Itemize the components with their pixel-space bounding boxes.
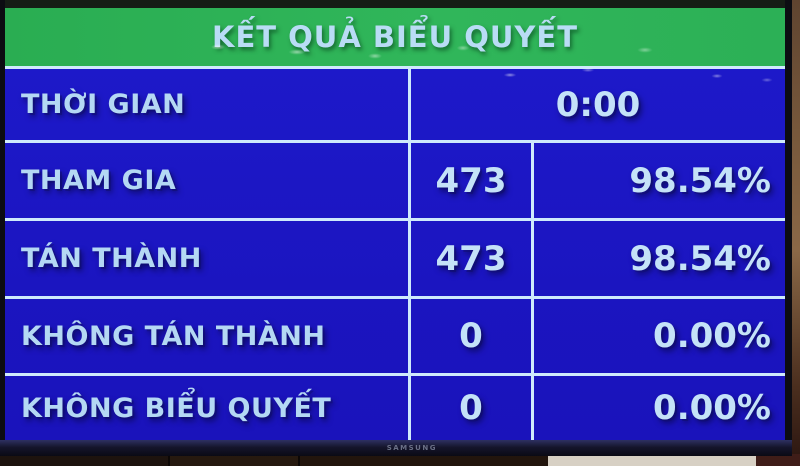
row-percent: 98.54% bbox=[629, 238, 771, 279]
row-percent-cell: 98.54% bbox=[534, 143, 785, 218]
table-row: TÁN THÀNH 473 98.54% bbox=[5, 221, 785, 296]
time-label-cell: THỜI GIAN bbox=[5, 69, 408, 140]
time-value-cell: 0:00 bbox=[411, 69, 785, 140]
row-count: 473 bbox=[435, 238, 507, 279]
row-percent: 0.00% bbox=[653, 316, 771, 356]
row-count-cell: 473 bbox=[411, 221, 531, 296]
background-panel bbox=[300, 454, 548, 466]
row-count-cell: 473 bbox=[411, 143, 531, 218]
row-percent-cell: 0.00% bbox=[534, 299, 785, 373]
background-pillar bbox=[548, 454, 756, 466]
row-count: 0 bbox=[459, 388, 483, 428]
vote-results-screen: KẾT QUẢ BIỂU QUYẾT THỜI GIAN 0:00 TH bbox=[5, 0, 785, 440]
row-percent: 98.54% bbox=[629, 160, 771, 201]
vote-results-table: THỜI GIAN 0:00 THAM GIA 473 bbox=[5, 69, 785, 440]
background-below-tv bbox=[0, 454, 800, 466]
vote-board-header: KẾT QUẢ BIỂU QUYẾT bbox=[5, 8, 785, 66]
table-row: THAM GIA 473 98.54% bbox=[5, 143, 785, 218]
vote-board-title: KẾT QUẢ BIỂU QUYẾT bbox=[211, 20, 579, 54]
row-count: 473 bbox=[435, 160, 507, 201]
background-panel bbox=[170, 454, 300, 466]
row-label: THAM GIA bbox=[21, 165, 177, 196]
table-row: KHÔNG BIỂU QUYẾT 0 0.00% bbox=[5, 376, 785, 440]
time-value: 0:00 bbox=[555, 84, 641, 125]
row-count: 0 bbox=[459, 316, 483, 356]
screen-top-strip bbox=[5, 0, 785, 8]
row-label-cell: KHÔNG BIỂU QUYẾT bbox=[5, 376, 408, 440]
tv-bezel: SAMSUNG bbox=[0, 440, 792, 456]
samsung-logo: SAMSUNG bbox=[386, 444, 437, 452]
tv-display: KẾT QUẢ BIỂU QUYẾT THỜI GIAN 0:00 TH bbox=[0, 0, 792, 456]
table-row-time: THỜI GIAN 0:00 bbox=[5, 69, 785, 140]
row-label-cell: TÁN THÀNH bbox=[5, 221, 408, 296]
row-count-cell: 0 bbox=[411, 299, 531, 373]
row-percent-cell: 0.00% bbox=[534, 376, 785, 440]
row-label: KHÔNG TÁN THÀNH bbox=[21, 320, 326, 352]
row-count-cell: 0 bbox=[411, 376, 531, 440]
background-panel bbox=[0, 454, 170, 466]
background-panel bbox=[756, 454, 800, 466]
row-label: TÁN THÀNH bbox=[21, 243, 202, 274]
row-label-cell: THAM GIA bbox=[5, 143, 408, 218]
row-label: KHÔNG BIỂU QUYẾT bbox=[21, 392, 332, 424]
row-percent: 0.00% bbox=[653, 388, 771, 428]
row-percent-cell: 98.54% bbox=[534, 221, 785, 296]
row-label-cell: KHÔNG TÁN THÀNH bbox=[5, 299, 408, 373]
time-label: THỜI GIAN bbox=[21, 89, 186, 120]
table-row: KHÔNG TÁN THÀNH 0 0.00% bbox=[5, 299, 785, 373]
